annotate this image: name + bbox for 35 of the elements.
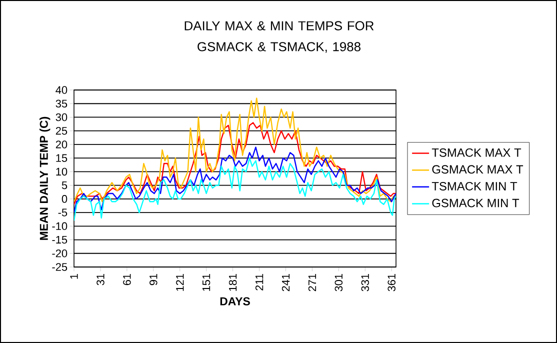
y-tick-label: 40 <box>56 86 68 94</box>
legend-label: TSMACK MIN T <box>432 182 518 190</box>
y-tick-label: 25 <box>56 126 68 135</box>
x-tick-label: 241 <box>282 274 290 292</box>
legend-label: GSMACK MIN T <box>432 198 520 208</box>
y-tick-label: 10 <box>56 168 68 176</box>
y-tick-label: 15 <box>56 154 68 162</box>
x-tick-label: 121 <box>176 274 184 291</box>
x-tick-label: 301 <box>334 274 343 292</box>
y-tick-label: -10 <box>52 222 68 230</box>
x-tick-label: 211 <box>255 274 264 290</box>
y-tick-label: -25 <box>52 263 68 271</box>
y-tick-label: 20 <box>56 140 68 148</box>
y-tick-label: -15 <box>52 236 68 244</box>
y-tick-label: 0 <box>62 195 68 203</box>
x-tick-label: 151 <box>202 274 210 291</box>
x-tick-label: 61 <box>123 274 131 286</box>
x-tick-label: 91 <box>150 274 158 286</box>
line-series <box>74 98 396 202</box>
x-tick-label: 1 <box>70 274 78 279</box>
x-tick-label: 361 <box>388 274 396 292</box>
y-tick-label: 30 <box>56 113 68 122</box>
x-tick-label: 31 <box>96 274 104 286</box>
legend-label: GSMACK MAX T <box>432 165 524 174</box>
x-tick-label: 331 <box>361 274 370 292</box>
legend-label: TSMACK MAX T <box>432 148 522 157</box>
x-tick-label: 271 <box>308 274 316 292</box>
y-axis-title: MEAN DAILY TEMP (C) <box>40 116 50 240</box>
x-axis-title: DAYS <box>220 297 250 306</box>
y-tick-label: 35 <box>56 100 68 108</box>
y-tick-label: 5 <box>62 181 68 190</box>
x-tick-label: 181 <box>228 274 237 291</box>
chart-title: DAILY MAX & MIN TEMPS FOR GSMACK & TSMACK, 1988 <box>184 21 374 53</box>
y-tick-label: -5 <box>58 208 68 216</box>
y-tick-label: -20 <box>52 250 68 258</box>
